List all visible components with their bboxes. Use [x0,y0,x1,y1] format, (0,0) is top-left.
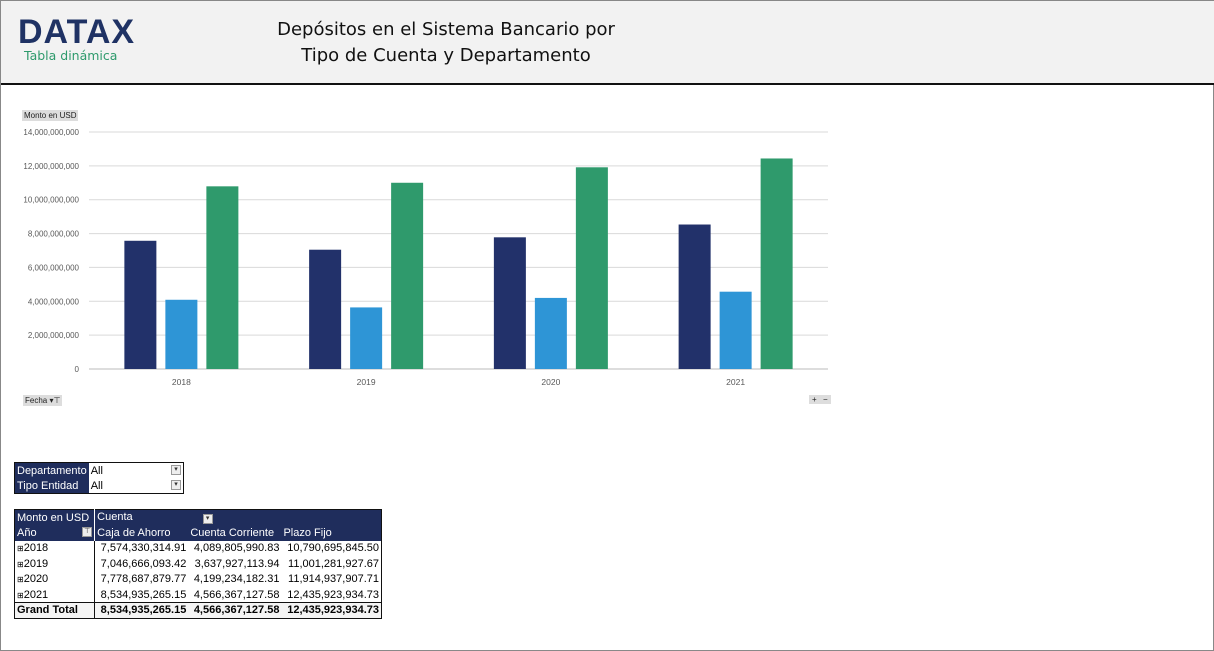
bar[interactable] [206,186,239,369]
column-field-label: Cuenta [97,511,133,523]
x-tick-label: 2019 [357,377,376,387]
bar[interactable] [391,182,424,369]
filter-dropdown[interactable]: All ▾ [89,478,184,494]
column-filter-dropdown[interactable]: ▾ [202,514,213,524]
expand-button[interactable]: + [809,395,820,404]
y-tick-label: 10,000,000,000 [23,196,79,205]
bar[interactable] [719,291,752,369]
filter-label: Departamento [14,462,89,478]
grand-total-row: Grand Total 8,534,935,265.15 4,566,367,127… [14,602,382,618]
dropdown-arrow-icon[interactable]: ▾ [171,479,181,490]
expand-icon[interactable]: ⊞ [17,544,24,554]
expand-icon[interactable]: ⊞ [17,590,24,600]
dropdown-arrow-icon[interactable]: ▾ [171,464,181,475]
report-filters: Departamento All ▾ Tipo Entidad All ▾ [14,462,184,494]
bar[interactable] [350,307,383,369]
y-tick-label: 14,000,000,000 [23,128,79,137]
table-row: ⊞2020 7,778,687,879.77 4,199,234,182.31 11,… [14,571,382,587]
bar[interactable] [534,297,567,369]
filter-dropdown[interactable]: All ▾ [89,463,184,479]
value-field-button[interactable]: Monto en USD [22,110,79,121]
y-tick-label: 0 [75,365,80,374]
y-tick-label: 2,000,000,000 [28,331,80,340]
bar[interactable] [124,240,157,369]
table-row: ⊞2019 7,046,666,093.42 3,637,927,113.94 11,… [14,556,382,572]
bar[interactable] [165,299,198,369]
column-header: Caja de Ahorro [94,525,189,541]
row-filter-dropdown[interactable]: ⊤ [82,526,93,537]
x-tick-label: 2020 [541,377,560,387]
header: DATAX Tabla dinámica Depósitos en el Sis… [1,1,1214,85]
table-row: ⊞2021 8,534,935,265.15 4,566,367,127.58 12,… [14,587,382,603]
x-tick-label: 2021 [726,377,745,387]
collapse-button[interactable]: − [820,395,831,404]
bar-chart: 0 2,000,000,000 4,000,000,000 6,000,000,000… [23,128,828,387]
bar[interactable] [760,158,793,369]
expand-icon[interactable]: ⊞ [17,575,24,585]
filter-row: Departamento All ▾ [14,462,184,479]
row-field-label: Año [17,526,37,539]
y-tick-label: 6,000,000,000 [28,263,80,272]
filter-label: Tipo Entidad [14,478,89,494]
expand-icon[interactable]: ⊞ [17,559,24,569]
y-tick-label: 12,000,000,000 [23,162,79,171]
bar[interactable] [678,224,711,369]
column-header: Cuenta Corriente [188,525,282,541]
logo-subtitle: Tabla dinámica [24,48,118,63]
table-row: ⊞2018 7,574,330,314.91 4,089,805,990.83 10,… [14,540,382,556]
filter-row: Tipo Entidad All ▾ [14,478,184,494]
value-label: Monto en USD [14,509,96,525]
page-title: Depósitos en el Sistema Bancario por Tipo… [277,19,615,66]
column-header: Plazo Fijo [281,525,382,541]
pivot-table: Monto en USD Cuenta ▾ Año ⊤ Caja de Ahorro C… [14,509,382,619]
logo: DATAX [18,13,136,51]
x-tick-label: 2018 [172,377,191,387]
bar[interactable] [575,167,608,369]
axis-field-button[interactable]: Fecha ▾⊤ [23,395,63,406]
bar[interactable] [493,237,526,369]
bar[interactable] [309,249,342,369]
y-tick-label: 4,000,000,000 [28,297,80,306]
filter-icon: ▾⊤ [49,396,61,405]
y-tick-label: 8,000,000,000 [28,230,80,239]
